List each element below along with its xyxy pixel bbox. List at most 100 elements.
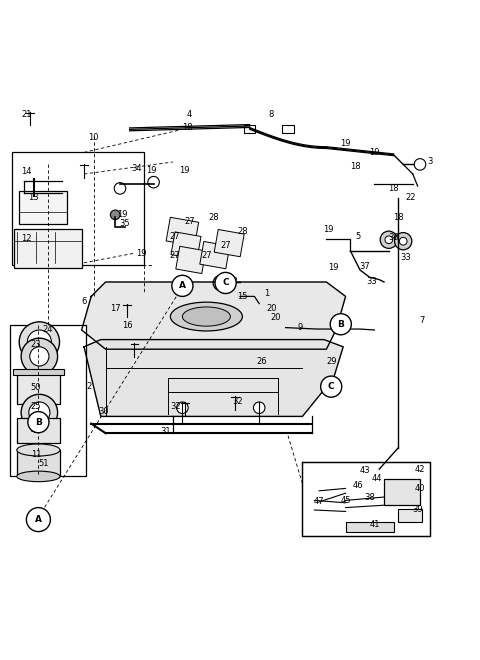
Circle shape (321, 376, 342, 397)
Text: A: A (35, 515, 42, 524)
Circle shape (177, 402, 188, 414)
Bar (13, 370, 64, 375)
Polygon shape (82, 282, 346, 349)
Text: 23: 23 (31, 340, 41, 349)
Text: 32: 32 (170, 403, 180, 411)
Bar (214, 230, 244, 257)
Circle shape (399, 238, 407, 245)
Text: 46: 46 (352, 482, 363, 490)
Circle shape (28, 412, 49, 433)
Text: 20: 20 (266, 304, 276, 313)
Text: 28: 28 (237, 227, 248, 236)
Text: 12: 12 (21, 234, 32, 244)
Bar (176, 246, 206, 273)
Text: 45: 45 (340, 496, 351, 506)
Bar (200, 242, 230, 269)
Circle shape (395, 232, 412, 250)
Text: 14: 14 (21, 167, 32, 176)
Text: 37: 37 (360, 262, 370, 271)
Text: 4: 4 (187, 110, 192, 119)
Polygon shape (84, 340, 343, 416)
Text: 19: 19 (117, 211, 128, 219)
Text: 15: 15 (237, 292, 248, 301)
Text: 10: 10 (88, 133, 99, 141)
Text: 1: 1 (264, 290, 269, 298)
Text: A: A (179, 281, 186, 290)
Bar (244, 125, 255, 133)
Text: C: C (222, 279, 229, 288)
Text: 49: 49 (31, 426, 41, 436)
Bar (384, 478, 420, 505)
Bar (12, 152, 144, 265)
Text: 7: 7 (420, 316, 425, 325)
Text: 44: 44 (372, 475, 382, 483)
Text: 28: 28 (208, 213, 219, 222)
Text: 48: 48 (228, 277, 238, 286)
Circle shape (114, 183, 126, 194)
Text: 27: 27 (184, 218, 195, 226)
Circle shape (385, 236, 393, 244)
Bar (14, 229, 82, 267)
Text: 27: 27 (220, 242, 231, 251)
Circle shape (172, 275, 193, 296)
Text: 19: 19 (328, 263, 339, 272)
Circle shape (110, 210, 120, 220)
Bar (17, 418, 60, 443)
Circle shape (148, 176, 159, 188)
Text: 13: 13 (28, 193, 39, 203)
Text: 33: 33 (367, 277, 377, 286)
Circle shape (380, 231, 397, 248)
Text: B: B (35, 418, 42, 426)
Ellipse shape (17, 444, 60, 456)
Circle shape (21, 338, 58, 375)
Text: 43: 43 (360, 466, 370, 475)
Text: 19: 19 (340, 139, 351, 148)
Text: 18: 18 (182, 123, 192, 132)
Text: 24: 24 (43, 325, 53, 335)
Text: 18: 18 (393, 213, 404, 222)
Text: 27: 27 (170, 251, 180, 260)
Text: 40: 40 (415, 484, 425, 493)
Text: 8: 8 (268, 110, 274, 119)
Text: 6: 6 (81, 297, 87, 306)
Circle shape (27, 330, 51, 354)
Text: B: B (337, 319, 344, 329)
Text: 20: 20 (271, 314, 281, 323)
Text: 18: 18 (388, 184, 399, 193)
Text: 27: 27 (201, 251, 212, 260)
Text: 34: 34 (132, 164, 142, 173)
Circle shape (21, 394, 58, 431)
Text: 36: 36 (388, 234, 399, 242)
Bar (10, 325, 86, 477)
Text: C: C (328, 382, 335, 391)
Text: 35: 35 (120, 219, 130, 228)
Text: 42: 42 (415, 465, 425, 474)
Text: 21: 21 (21, 110, 32, 119)
Text: 19: 19 (324, 224, 334, 234)
Bar (166, 217, 199, 246)
Text: 2: 2 (86, 382, 91, 391)
Bar (171, 232, 201, 259)
Text: 5: 5 (355, 232, 360, 241)
Bar (17, 450, 60, 477)
Text: 22: 22 (405, 193, 416, 203)
Text: 19: 19 (146, 166, 156, 175)
Circle shape (253, 402, 265, 414)
Text: 17: 17 (110, 304, 120, 313)
Bar (282, 125, 294, 133)
Text: 33: 33 (400, 253, 411, 261)
Text: 38: 38 (364, 494, 375, 502)
Circle shape (19, 322, 60, 362)
Circle shape (330, 314, 351, 335)
Bar (346, 522, 394, 531)
Text: 47: 47 (314, 498, 324, 506)
Circle shape (29, 402, 50, 423)
Circle shape (215, 273, 236, 294)
Text: 19: 19 (369, 148, 380, 157)
Text: 19: 19 (180, 166, 190, 175)
Text: 25: 25 (31, 403, 41, 411)
Text: 19: 19 (136, 249, 147, 257)
Text: 39: 39 (412, 506, 423, 515)
Circle shape (213, 275, 228, 290)
Text: 29: 29 (326, 356, 336, 366)
